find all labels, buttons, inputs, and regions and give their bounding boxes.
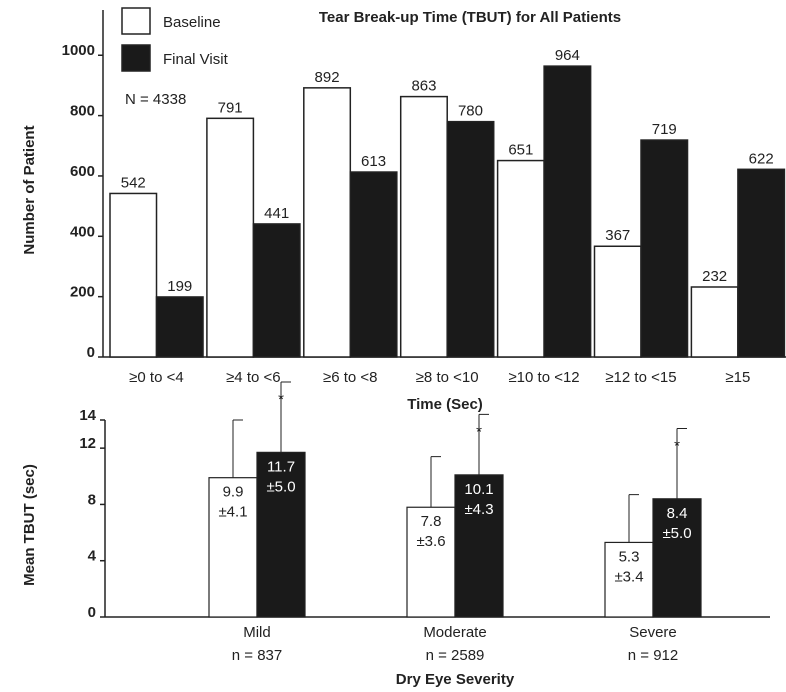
significance-mark: * [278,391,284,408]
bar [446,120,495,358]
bar [155,296,204,358]
error-label: ±4.3 [464,501,493,518]
error-label: ±3.6 [416,533,445,550]
y-tick-label: 1000 [62,42,95,59]
legend-swatch [121,44,151,72]
y-tick-label: 0 [88,604,96,621]
value-label: 780 [458,103,483,120]
y-axis-title: Mean TBUT (sec) [21,464,38,586]
significance-mark: * [476,423,482,440]
x-tick-label: ≥12 to <15 [605,369,676,386]
bar [303,87,352,358]
x-tick-label: ≥4 to <6 [226,369,281,386]
value-label: 892 [315,69,340,86]
value-label: 9.9 [223,484,244,501]
error-label: ±5.0 [266,478,295,495]
bar [399,95,448,358]
bar [208,477,258,618]
value-label: 367 [605,227,630,244]
value-label: 719 [652,121,677,138]
bar [406,506,456,618]
category-note: n = 912 [628,647,678,664]
value-label: 11.7 [267,458,295,475]
x-axis-title: Dry Eye Severity [396,671,515,688]
bar [109,192,158,358]
bar [252,223,301,358]
x-tick-label: ≥8 to <10 [416,369,479,386]
value-label: 964 [555,47,580,64]
bar [737,168,786,358]
y-tick-label: 12 [79,435,96,452]
y-tick-label: 200 [70,284,95,301]
x-axis-title: Time (Sec) [407,396,483,413]
error-bar [478,413,489,475]
chart-title: Tear Break-up Time (TBUT) for All Patien… [319,9,621,26]
y-tick-label: 800 [70,103,95,120]
value-label: 7.8 [421,513,442,530]
x-tick-label: ≥10 to <12 [508,369,579,386]
y-tick-label: 14 [79,407,96,424]
error-bar [430,456,441,508]
legend-label: Final Visit [163,51,229,68]
legend-swatch [121,7,151,35]
value-label: 651 [508,142,533,159]
category-note: n = 837 [232,647,282,664]
significance-mark: * [674,437,680,454]
x-tick-label: Mild [243,624,271,641]
value-label: 5.3 [619,548,640,565]
bar [256,451,306,618]
value-label: 232 [702,268,727,285]
error-bar [628,494,639,543]
bar [496,159,545,358]
bar [349,171,398,358]
x-tick-label: Moderate [423,624,486,641]
error-label: ±3.4 [614,568,643,585]
value-label: 791 [218,99,243,116]
bar [543,65,592,358]
y-tick-label: 4 [88,548,97,565]
x-tick-label: ≥6 to <8 [323,369,378,386]
value-label: 622 [749,150,774,167]
bar [652,498,702,618]
y-tick-label: 400 [70,223,95,240]
bar [593,245,642,358]
error-label: ±5.0 [662,525,691,542]
value-label: 863 [411,78,436,95]
bar [604,541,654,618]
error-bar [232,419,243,478]
value-label: 542 [121,174,146,191]
value-label: 441 [264,205,289,222]
category-note: n = 2589 [426,647,485,664]
y-tick-label: 0 [87,344,95,361]
x-tick-label: ≥15 [725,369,750,386]
bar [206,117,255,358]
x-tick-label: ≥0 to <4 [129,369,184,386]
y-axis-title: Number of Patient [21,125,38,254]
error-bar [676,427,687,499]
bar [454,474,504,618]
value-label: 199 [167,278,192,295]
value-label: 8.4 [667,505,688,522]
y-tick-label: 8 [88,491,96,508]
y-tick-label: 600 [70,163,95,180]
value-label: 10.1 [464,481,493,498]
bar [640,139,689,358]
value-label: 613 [361,153,386,170]
error-label: ±4.1 [218,504,247,521]
error-bar [280,381,291,453]
bar [690,286,739,358]
annotation: N = 4338 [125,91,186,108]
legend-label: Baseline [163,14,221,31]
x-tick-label: Severe [629,624,677,641]
